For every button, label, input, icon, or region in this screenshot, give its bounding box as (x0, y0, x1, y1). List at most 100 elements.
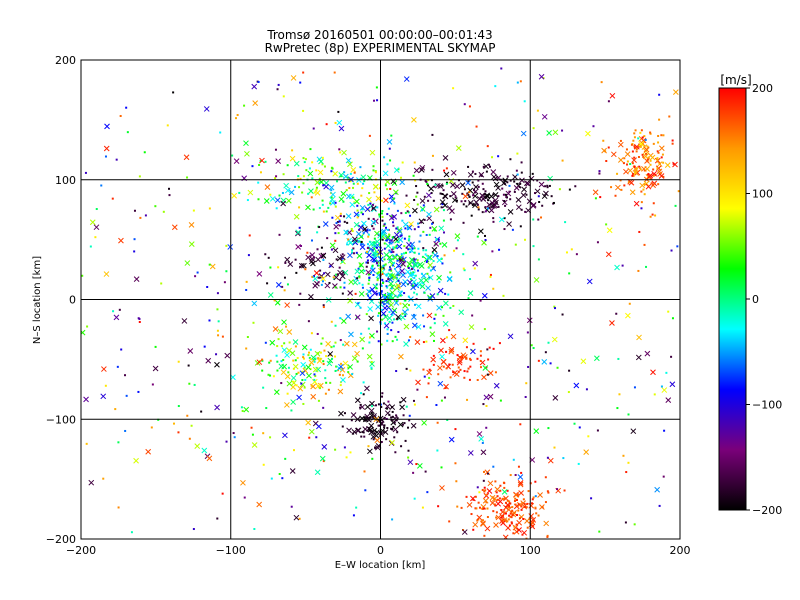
data-point-dot (253, 528, 256, 531)
data-point-dot (411, 284, 414, 287)
data-point-x (392, 415, 398, 422)
data-point-dot (482, 165, 485, 168)
data-point-dot (215, 353, 218, 356)
data-point-dot (370, 360, 373, 363)
data-point-dot (643, 135, 646, 138)
data-point-x (426, 369, 432, 376)
data-point-x (520, 130, 527, 137)
data-point-dot (116, 365, 119, 368)
data-point-x (407, 459, 414, 466)
data-point-dot (469, 365, 472, 368)
data-point-dot (216, 517, 219, 520)
data-point-x (269, 339, 276, 346)
data-point-dot (411, 247, 414, 250)
data-point-dot (484, 190, 487, 193)
data-point-x (369, 400, 375, 407)
data-point-dot (349, 172, 352, 175)
data-point-x (383, 252, 390, 258)
data-point-dot (343, 215, 346, 218)
data-point-dot (373, 247, 376, 250)
data-point-dot (343, 281, 346, 284)
data-point-dot (479, 350, 482, 353)
data-point-dot (397, 294, 400, 297)
data-point-dot (273, 299, 276, 302)
data-point-dot (356, 209, 359, 212)
data-point-x (443, 171, 450, 178)
data-point-dot (466, 370, 469, 373)
data-point-dot (366, 261, 369, 264)
data-point-dot (431, 251, 434, 254)
data-point-x (623, 168, 629, 175)
data-point-dot (363, 269, 366, 272)
data-point-dot (506, 175, 509, 178)
data-point-dot (540, 216, 543, 219)
data-point-dot (598, 530, 601, 533)
data-point-dot (367, 235, 370, 238)
data-point-dot (449, 376, 452, 379)
data-point-dot (386, 328, 389, 331)
data-point-dot (341, 260, 344, 263)
data-point-dot (412, 313, 415, 316)
data-point-dot (504, 512, 507, 515)
data-point-dot (546, 186, 549, 189)
data-point-dot (377, 264, 380, 267)
data-point-x (284, 187, 291, 194)
data-point-dot (471, 314, 474, 317)
data-point-x (194, 443, 201, 450)
data-point-dot (600, 81, 603, 84)
data-point-dot (371, 457, 374, 460)
data-point-dot (374, 404, 377, 407)
data-point-dot (381, 238, 384, 241)
data-point-dot (325, 381, 328, 384)
data-point-dot (120, 348, 123, 351)
data-point-x (393, 236, 399, 242)
data-point-dot (203, 345, 206, 348)
data-point-dot (387, 400, 390, 403)
data-point-dot (511, 506, 514, 509)
data-point-x (372, 183, 379, 190)
data-point-x (438, 225, 445, 232)
data-point-dot (322, 460, 325, 463)
data-point-dot (322, 306, 325, 309)
data-point-dot (463, 269, 466, 272)
data-point-dot (352, 514, 355, 517)
data-point-x (467, 290, 474, 296)
data-point-dot (568, 188, 571, 191)
data-point-dot (326, 237, 329, 240)
data-point-dot (358, 282, 361, 285)
data-point-dot (423, 195, 426, 198)
data-point-dot (308, 351, 311, 354)
data-point-x (353, 198, 360, 205)
data-point-dot (268, 361, 271, 364)
data-point-dot (343, 286, 346, 289)
data-point-dot (401, 423, 404, 426)
data-point-x (348, 279, 354, 285)
data-point-dot (656, 167, 659, 170)
x-axis-label: E–W location [km] (335, 560, 426, 571)
data-point-dot (216, 292, 219, 295)
data-point-x (308, 293, 314, 300)
data-point-dot (522, 498, 525, 501)
data-point-dot (487, 163, 490, 166)
data-point-x (300, 361, 307, 368)
data-point-x (614, 264, 620, 271)
data-point-dot (402, 259, 405, 262)
data-point-x (478, 436, 485, 442)
data-point-x (296, 394, 302, 401)
data-point-x (494, 486, 501, 493)
data-point-x (426, 211, 432, 218)
data-point-x (349, 201, 356, 208)
data-point-dot (439, 242, 442, 245)
data-point-dot (445, 167, 448, 170)
data-point-dot (190, 424, 193, 427)
data-point-x (224, 352, 231, 359)
data-point-dot (372, 438, 375, 441)
data-point-x (437, 380, 444, 387)
data-point-x (506, 221, 512, 227)
data-point-dot (257, 80, 260, 83)
data-point-dot (320, 342, 323, 345)
data-point-dot (508, 514, 511, 517)
data-point-dot (368, 229, 371, 232)
data-point-x (329, 242, 336, 249)
data-point-x (473, 184, 479, 190)
